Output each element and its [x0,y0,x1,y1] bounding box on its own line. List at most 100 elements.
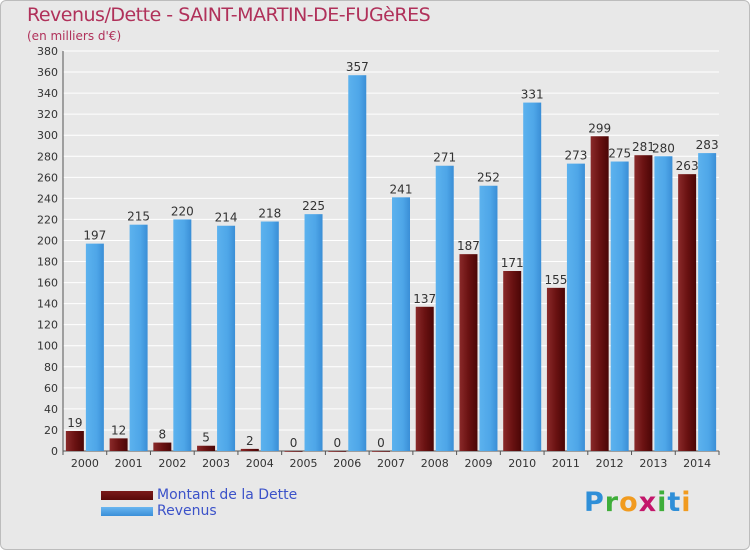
data-label-revenus-2011: 273 [564,149,587,163]
bar-dette-2000 [65,431,84,451]
chart-title: Revenus/Dette - SAINT-MARTIN-DE-FUGèRES [27,4,431,26]
x-tick-label: 2013 [639,457,667,470]
bar-dette-2003 [197,445,216,451]
bar-revenus-2006 [348,75,367,452]
bar-dette-2007 [372,451,390,452]
bar-revenus-2001 [129,224,148,451]
bar-dette-2011 [546,287,565,451]
y-tick-label: 220 [37,213,58,226]
bar-dette-2013 [634,155,653,452]
y-tick-label: 0 [51,445,58,458]
bar-revenus-2014 [698,153,717,451]
bar-dette-2014 [678,174,697,451]
y-tick-label: 120 [37,319,58,332]
y-tick-label: 80 [44,361,58,374]
bar-dette-2002 [153,442,172,451]
y-tick-label: 300 [37,129,58,142]
bar-revenus-2007 [392,197,410,451]
legend-swatch-revenus [101,507,153,516]
y-tick-label: 280 [37,150,58,163]
y-tick-label: 60 [44,382,58,395]
y-tick-label: 20 [44,424,58,437]
data-label-dette-2007: 0 [377,436,385,450]
x-tick-label: 2014 [683,457,711,470]
data-label-revenus-2004: 218 [258,207,281,221]
data-label-dette-2002: 8 [159,428,167,442]
x-tick-label: 2002 [158,457,186,470]
data-label-dette-2006: 0 [333,436,341,450]
legend-label-revenus: Revenus [157,503,217,519]
bar-dette-2006 [328,451,347,452]
y-tick-label: 100 [37,340,58,353]
bar-dette-2009 [459,254,478,451]
x-tick-label: 2003 [202,457,230,470]
data-label-revenus-2001: 215 [127,210,150,224]
bar-dette-2005 [284,451,303,452]
data-label-dette-2014: 263 [676,159,699,173]
data-label-dette-2013: 281 [632,140,655,154]
x-tick-label: 2011 [552,457,580,470]
y-tick-label: 380 [37,45,58,58]
x-tick-label: 2000 [71,457,99,470]
y-tick-label: 140 [37,298,58,311]
y-tick-label: 180 [37,256,58,269]
data-label-dette-2008: 137 [413,292,436,306]
bar-dette-2008 [415,306,434,451]
bar-revenus-2010 [523,102,542,451]
bar-revenus-2008 [435,165,454,451]
data-label-revenus-2012: 275 [608,147,631,161]
bar-revenus-2013 [654,156,673,451]
x-tick-label: 2010 [508,457,536,470]
data-label-revenus-2013: 280 [652,141,675,155]
data-label-dette-2005: 0 [290,436,298,450]
bar-revenus-2003 [217,225,236,451]
data-label-revenus-2006: 357 [346,60,369,74]
y-tick-label: 200 [37,234,58,247]
x-tick-label: 2005 [290,457,318,470]
plot-area [63,51,719,451]
data-label-revenus-2003: 214 [215,211,238,225]
legend-swatch-dette [101,491,153,500]
bar-revenus-2002 [173,219,192,451]
y-tick-label: 240 [37,192,58,205]
x-tick-label: 2007 [377,457,405,470]
data-label-dette-2011: 155 [544,273,567,287]
bar-revenus-2005 [304,214,323,451]
bar-dette-2004 [240,448,259,451]
x-tick-label: 2004 [246,457,274,470]
x-tick-label: 2008 [421,457,449,470]
data-label-dette-2001: 12 [111,423,126,437]
bar-revenus-2000 [85,243,104,451]
y-tick-label: 340 [37,87,58,100]
data-label-dette-2009: 187 [457,239,480,253]
data-label-dette-2010: 171 [501,256,524,270]
data-label-revenus-2010: 331 [521,88,544,102]
legend-label-dette: Montant de la Dette [157,487,298,503]
data-label-revenus-2000: 197 [83,229,106,243]
chart-subtitle: (en milliers d'€) [27,29,122,43]
y-tick-label: 360 [37,66,58,79]
y-tick-label: 260 [37,171,58,184]
bar-dette-2012 [590,136,609,451]
bar-revenus-2004 [260,221,279,451]
data-label-revenus-2014: 283 [696,138,719,152]
data-label-dette-2003: 5 [202,431,210,445]
data-label-dette-2000: 19 [67,416,82,430]
bar-dette-2001 [109,438,128,451]
proxiti-logo: Proxiti [584,487,692,518]
data-label-revenus-2008: 271 [433,151,456,165]
bar-revenus-2012 [610,161,629,452]
y-tick-label: 40 [44,403,58,416]
x-tick-label: 2006 [333,457,361,470]
y-tick-label: 320 [37,108,58,121]
data-label-revenus-2007: 241 [390,182,413,196]
data-label-dette-2004: 2 [246,434,254,448]
data-label-revenus-2002: 220 [171,204,194,218]
data-label-revenus-2005: 225 [302,199,325,213]
bar-dette-2010 [503,271,522,451]
data-label-dette-2012: 299 [588,121,611,135]
x-tick-label: 2009 [464,457,492,470]
x-tick-label: 2001 [115,457,143,470]
